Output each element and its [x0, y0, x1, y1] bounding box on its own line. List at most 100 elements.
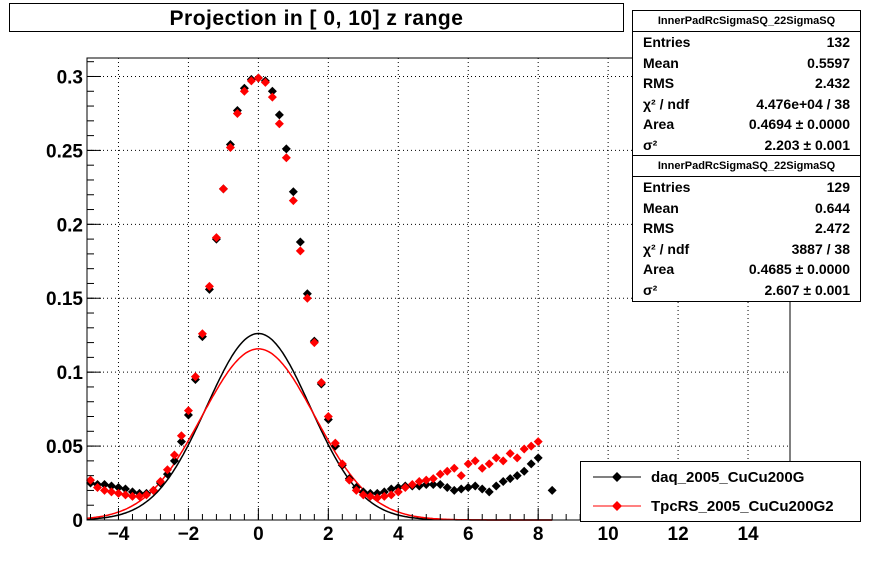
data-point-daq	[169, 456, 179, 466]
data-point-tpcrs	[176, 431, 186, 441]
data-point-tpcrs	[225, 142, 235, 152]
legend-entry-tpcrs: TpcRS_2005_CuCu200G2	[581, 492, 860, 520]
data-point-tpcrs	[463, 459, 473, 469]
stats-box-tpcrs: InnerPadRcSigmaSQ_22SigmaSQ Entries 129 M…	[632, 155, 861, 302]
data-point-tpcrs	[218, 184, 228, 194]
stats-name: InnerPadRcSigmaSQ_22SigmaSQ	[633, 11, 860, 32]
data-point-tpcrs	[407, 480, 417, 490]
legend-label-daq: daq_2005_CuCu200G	[651, 469, 805, 486]
data-point-daq	[386, 484, 396, 494]
data-point-tpcrs	[99, 485, 109, 495]
legend-entry-daq: daq_2005_CuCu200G	[581, 463, 860, 491]
area-label: Area	[643, 261, 675, 278]
mean-value: 0.644	[814, 199, 850, 216]
data-point-tpcrs	[498, 456, 508, 466]
area-value: 0.4685 ± 0.0000	[748, 261, 850, 278]
legend: daq_2005_CuCu200G TpcRS_2005_CuCu200G2	[580, 461, 861, 522]
data-point-tpcrs	[505, 448, 515, 458]
sigma-label: σ²	[643, 136, 658, 153]
rms-label: RMS	[643, 75, 675, 92]
data-point-tpcrs	[155, 477, 165, 487]
x-tick-label: 0	[253, 524, 264, 545]
data-point-daq	[456, 484, 466, 494]
title-box: Projection in [ 0, 10] z range	[9, 3, 624, 32]
data-point-daq	[99, 480, 109, 490]
data-point-daq	[428, 480, 438, 490]
data-point-tpcrs	[253, 73, 263, 83]
data-point-daq	[288, 187, 298, 197]
data-point-tpcrs	[344, 475, 354, 485]
x-tick-label: 6	[463, 524, 474, 545]
data-point-daq	[267, 86, 277, 96]
data-point-tpcrs	[477, 463, 487, 473]
x-tick-label: 12	[668, 524, 689, 545]
stats-box-daq: InnerPadRcSigmaSQ_22SigmaSQ Entries 132 M…	[632, 10, 861, 157]
data-point-daq	[512, 471, 522, 481]
area-label: Area	[643, 116, 675, 133]
data-point-tpcrs	[330, 438, 340, 448]
x-tick-label: 14	[737, 524, 759, 545]
data-point-daq	[176, 437, 186, 447]
data-point-tpcrs	[92, 482, 102, 492]
data-point-tpcrs	[85, 475, 95, 485]
data-point-tpcrs	[134, 491, 144, 501]
legend-marker-daq-icon	[593, 472, 641, 482]
data-point-tpcrs	[316, 378, 326, 388]
data-point-tpcrs	[267, 92, 277, 102]
data-point-daq	[463, 482, 473, 492]
data-point-tpcrs	[239, 86, 249, 96]
entries-value: 129	[826, 179, 850, 195]
x-tick-label: −2	[178, 524, 200, 545]
data-point-tpcrs	[456, 471, 466, 481]
mean-value: 0.5597	[807, 54, 850, 71]
data-point-tpcrs	[442, 466, 452, 476]
data-point-tpcrs	[288, 196, 298, 206]
data-point-daq	[505, 474, 515, 484]
data-point-daq	[274, 110, 284, 120]
rms-value: 2.472	[814, 220, 850, 237]
data-point-tpcrs	[120, 490, 130, 500]
data-point-daq	[547, 485, 557, 495]
data-point-tpcrs	[162, 465, 172, 475]
data-point-daq	[470, 481, 480, 491]
data-point-tpcrs	[533, 437, 543, 447]
entries-label: Entries	[643, 34, 691, 50]
data-point-daq	[519, 466, 529, 476]
data-points	[85, 73, 557, 503]
data-point-tpcrs	[519, 444, 529, 454]
data-point-tpcrs	[414, 477, 424, 487]
legend-label-tpcrs: TpcRS_2005_CuCu200G2	[651, 498, 834, 515]
data-point-daq	[484, 487, 494, 497]
data-point-tpcrs	[372, 493, 382, 503]
data-point-tpcrs	[183, 406, 193, 416]
data-point-daq	[106, 481, 116, 491]
entries-label: Entries	[643, 179, 691, 195]
data-point-tpcrs	[526, 441, 536, 451]
chi2-value: 4.476e+04 / 38	[756, 95, 850, 112]
fit-curve	[86, 348, 553, 521]
chi2-value: 3887 / 38	[791, 240, 850, 257]
data-point-tpcrs	[302, 293, 312, 303]
legend-marker-tpcrs-icon	[593, 501, 641, 511]
axes: −4 −2 0 2 4 6 8 10 12 14 0 0.05 0.1 0.15 0.2 0.25 0.3	[46, 61, 777, 545]
sigma-label: σ²	[643, 281, 658, 298]
chi2-label: χ² / ndf	[643, 95, 690, 112]
data-point-tpcrs	[295, 246, 305, 256]
data-point-tpcrs	[435, 469, 445, 479]
entries-value: 132	[826, 34, 850, 50]
rms-label: RMS	[643, 220, 675, 237]
data-point-daq	[120, 484, 130, 494]
y-tick-label: 0.05	[46, 437, 83, 458]
data-point-tpcrs	[393, 487, 403, 497]
data-point-tpcrs	[211, 233, 221, 243]
data-point-daq	[498, 477, 508, 487]
data-point-tpcrs	[365, 491, 375, 501]
data-point-tpcrs	[512, 453, 522, 463]
data-point-daq	[281, 144, 291, 154]
rms-value: 2.432	[814, 75, 850, 92]
data-point-daq	[113, 482, 123, 492]
data-point-daq	[442, 482, 452, 492]
data-point-tpcrs	[141, 490, 151, 500]
data-point-tpcrs	[428, 474, 438, 484]
data-point-tpcrs	[400, 482, 410, 492]
